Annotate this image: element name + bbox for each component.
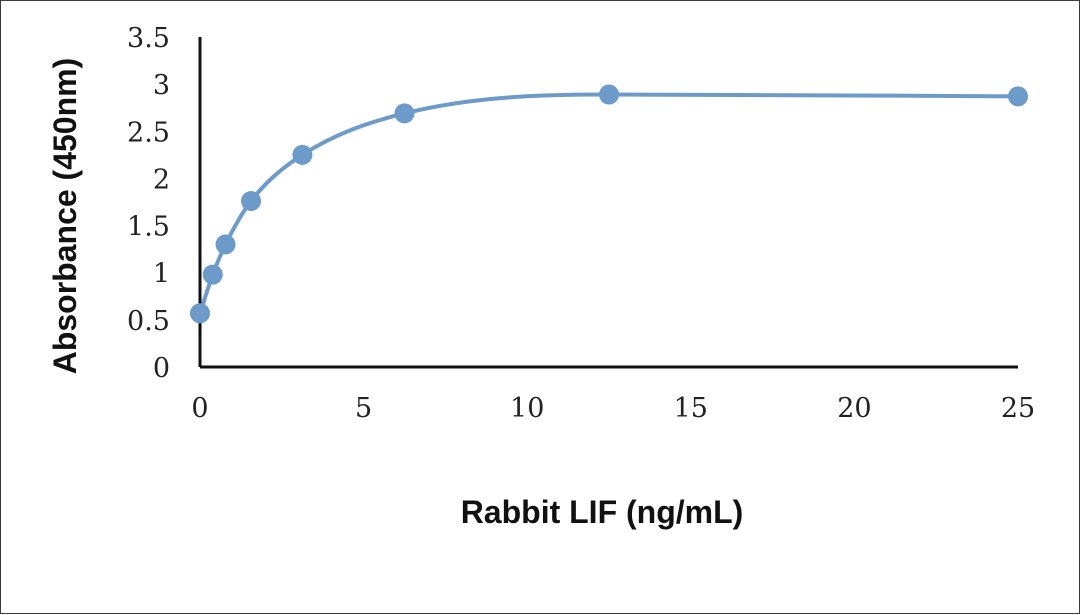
data-point xyxy=(190,303,210,324)
x-tick-label: 0 xyxy=(191,393,208,424)
y-tick-label: 3 xyxy=(153,70,170,101)
x-tick-label: 20 xyxy=(837,393,871,424)
y-tick-labels: 0 0.5 1 1.5 2 2.5 3 3.5 xyxy=(127,23,170,384)
data-point xyxy=(1008,86,1028,107)
data-point xyxy=(215,234,236,255)
y-tick-label: 0.5 xyxy=(127,306,170,337)
y-tick-label: 1.5 xyxy=(127,212,170,243)
y-tick-label: 3.5 xyxy=(127,23,170,54)
x-tick-label: 10 xyxy=(510,393,544,424)
series-line xyxy=(198,92,1019,314)
data-point xyxy=(202,264,223,285)
y-tick-label: 1 xyxy=(153,259,170,290)
x-tick-label: 15 xyxy=(674,393,708,424)
x-tick-labels: 0 5 10 15 20 25 xyxy=(191,393,1035,424)
x-axis-title: Rabbit LIF (ng/mL) xyxy=(461,494,744,530)
y-tick-label: 2.5 xyxy=(127,117,170,148)
x-tick-label: 5 xyxy=(355,393,372,424)
data-point xyxy=(241,191,262,212)
data-point xyxy=(599,84,619,105)
data-point xyxy=(292,144,313,165)
x-tick-label: 25 xyxy=(1001,393,1035,424)
y-tick-label: 2 xyxy=(153,164,170,195)
data-point xyxy=(394,103,415,124)
y-axis-title: Absorbance (450nm) xyxy=(47,58,83,375)
y-tick-label: 0 xyxy=(153,353,170,384)
series-group xyxy=(190,84,1028,324)
